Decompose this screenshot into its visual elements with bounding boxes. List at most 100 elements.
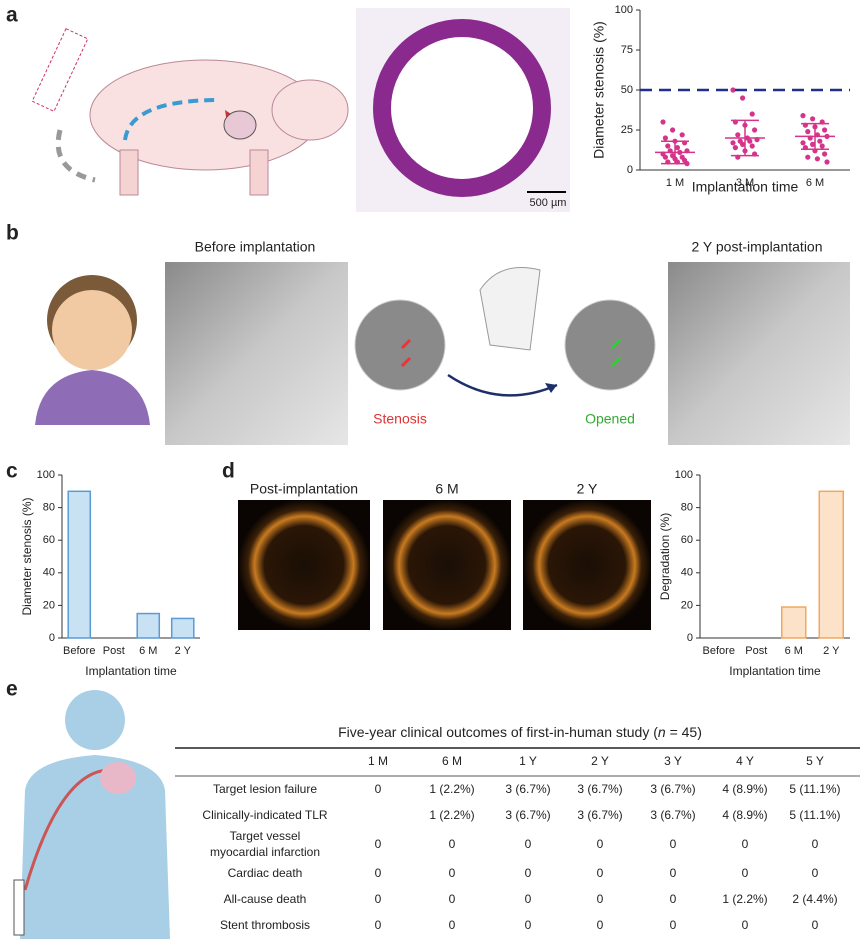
table-cell: 3 (6.7%) xyxy=(650,808,695,822)
table-cell: 0 xyxy=(375,837,382,851)
table-title-part: = 45) xyxy=(666,724,702,740)
table-cell: 0 xyxy=(742,866,749,880)
dot xyxy=(679,132,685,138)
y-tick-label: 0 xyxy=(49,632,55,644)
dot xyxy=(800,113,806,119)
x-tick-label: Post xyxy=(103,645,125,657)
bar xyxy=(781,606,807,639)
table-cell: 0 xyxy=(449,918,456,932)
dot xyxy=(732,145,739,151)
table-title: Five-year clinical outcomes of first-in-… xyxy=(338,724,702,740)
dot xyxy=(749,143,755,149)
x-tick-label: Before xyxy=(63,645,95,657)
y-axis-label: Degradation (%) xyxy=(658,513,672,600)
table-cell: 0 xyxy=(597,918,604,932)
dot xyxy=(805,154,811,160)
angiography-illustration: Before implantation 2 Y post-implantatio… xyxy=(35,239,850,445)
table-cell: 3 (6.7%) xyxy=(505,782,550,796)
table-cell: 3 (6.7%) xyxy=(577,808,622,822)
y-tick-label: 100 xyxy=(675,469,693,481)
table-title-part: n xyxy=(658,724,666,740)
dot xyxy=(817,138,823,144)
row-label: Stent thrombosis xyxy=(220,918,310,932)
table-cell: 0 xyxy=(375,866,382,880)
table-header: 3 Y xyxy=(664,754,682,768)
y-tick-label: 80 xyxy=(681,502,693,514)
table-cell: 0 xyxy=(670,918,677,932)
row-label: Target lesion failure xyxy=(213,782,317,796)
y-tick-label: 60 xyxy=(681,534,693,546)
table-cell: 0 xyxy=(742,918,749,932)
y-tick-label: 100 xyxy=(615,4,633,16)
table-cell: 1 (2.2%) xyxy=(722,892,767,906)
y-axis-label: Diameter stenosis (%) xyxy=(591,21,607,159)
panel-letter: d xyxy=(222,460,235,483)
dot xyxy=(670,127,676,133)
dot xyxy=(730,140,736,146)
table-header: 2 Y xyxy=(591,754,609,768)
x-tick-label: Post xyxy=(745,645,767,657)
x-tick-label: 3 M xyxy=(736,177,754,189)
table-cell: 4 (8.9%) xyxy=(722,808,767,822)
row-label: Clinically-indicated TLR xyxy=(202,808,327,822)
dot xyxy=(822,151,828,157)
x-tick-label: 2 Y xyxy=(823,645,840,657)
y-tick-label: 0 xyxy=(687,632,693,644)
y-tick-label: 0 xyxy=(627,164,633,176)
y-tick-label: 75 xyxy=(621,44,633,56)
x-tick-label: Before xyxy=(703,645,735,657)
y-tick-label: 60 xyxy=(43,534,55,546)
y-tick-label: 40 xyxy=(681,567,693,579)
table-cell: 0 xyxy=(449,866,456,880)
table-cell: 5 (11.1%) xyxy=(789,808,840,822)
table-cell: 0 xyxy=(449,892,456,906)
dot xyxy=(660,119,666,125)
dot xyxy=(735,132,741,138)
table-cell: 3 (6.7%) xyxy=(650,782,695,796)
y-tick-label: 20 xyxy=(681,599,693,611)
angio-label: Opened xyxy=(585,411,635,427)
table-cell: 0 xyxy=(597,892,604,906)
dot xyxy=(824,159,830,165)
table-cell: 0 xyxy=(375,892,382,906)
dot xyxy=(749,111,755,117)
dot xyxy=(810,116,816,122)
oct-label: Post-implantation xyxy=(250,481,358,497)
bar xyxy=(818,490,844,639)
table-cell: 0 xyxy=(597,837,604,851)
y-tick-label: 25 xyxy=(621,124,633,136)
table-cell: 3 (6.7%) xyxy=(577,782,622,796)
y-tick-label: 80 xyxy=(43,502,55,514)
row-label: Target vessel xyxy=(230,829,301,843)
table-cell: 0 xyxy=(742,837,749,851)
scale-bar-label: 500 µm xyxy=(530,197,567,209)
table-header: 5 Y xyxy=(806,754,824,768)
x-tick-label: 6 M xyxy=(806,177,824,189)
dot xyxy=(810,141,816,147)
sd-bar xyxy=(661,140,689,165)
pig-illustration xyxy=(31,28,349,196)
x-tick-label: 2 Y xyxy=(175,645,192,657)
angio-label: 2 Y post-implantation xyxy=(691,239,822,255)
table-cell: 0 xyxy=(375,782,382,796)
panel-letter: e xyxy=(6,678,18,701)
table-header: 1 Y xyxy=(519,754,537,768)
y-tick-label: 20 xyxy=(43,599,55,611)
table-cell: 3 (6.7%) xyxy=(505,808,550,822)
x-tick-label: 6 M xyxy=(139,645,157,657)
table-cell: 2 (4.4%) xyxy=(792,892,837,906)
bar xyxy=(170,617,195,639)
panel-letter: a xyxy=(6,4,18,27)
table-cell: 0 xyxy=(525,892,532,906)
sd-bar xyxy=(801,122,829,150)
table-cell: 0 xyxy=(525,918,532,932)
table-cell: 1 (2.2%) xyxy=(429,808,474,822)
dot xyxy=(730,87,736,93)
x-tick-label: 6 M xyxy=(785,645,803,657)
table-cell: 0 xyxy=(449,837,456,851)
oct-label: 6 M xyxy=(435,481,458,497)
bar xyxy=(67,490,92,639)
table-header: 4 Y xyxy=(736,754,754,768)
